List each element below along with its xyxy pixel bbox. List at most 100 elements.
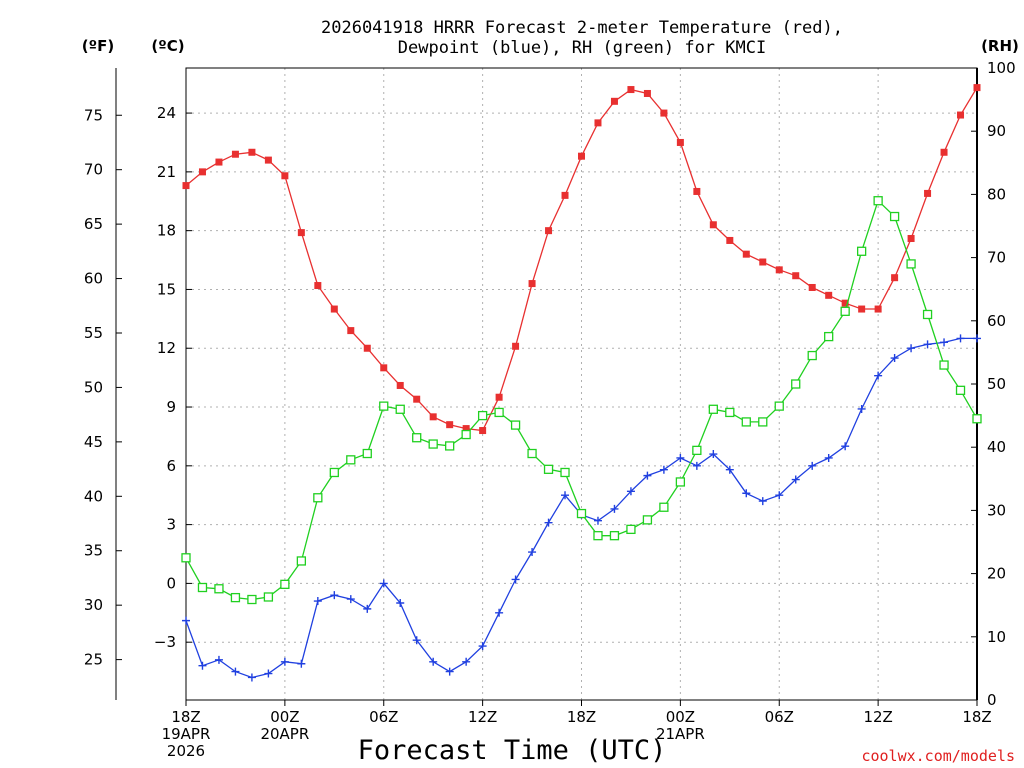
dewpoint-data-point (561, 491, 570, 500)
temperature-data-point (808, 283, 816, 291)
x-tick-label: 12Z (468, 708, 497, 726)
rh-data-point (576, 508, 587, 519)
dewpoint-data-point (478, 642, 487, 651)
temperature-data-point (248, 148, 256, 156)
dewpoint-data-point (610, 504, 619, 513)
temperature-data-point (759, 258, 767, 266)
rh-data-point (922, 309, 933, 320)
rh-data-point (494, 407, 504, 418)
rh-data-point (889, 211, 900, 222)
x-tick-label: 20APR (260, 725, 309, 743)
temperature-data-point (264, 156, 272, 164)
celsius-unit-label: (ºC) (151, 37, 184, 55)
celsius-tick-label: 15 (157, 280, 176, 298)
fahrenheit-tick-label: 25 (84, 651, 103, 669)
rh-data-point (280, 579, 290, 589)
rh-tick-label: 60 (987, 312, 1006, 330)
celsius-tick-label: 0 (166, 574, 176, 592)
x-tick-label: 18Z (962, 708, 991, 726)
temperature-data-point (446, 421, 454, 429)
x-axis-label: Forecast Time (UTC) (358, 735, 667, 766)
temperature-data-point (957, 111, 965, 119)
x-tick-label: 06Z (369, 708, 398, 726)
site-credit: coolwx.com/models (861, 747, 1015, 765)
chart-title-line-1: 2026041918 HRRR Forecast 2-meter Tempera… (321, 18, 843, 38)
dewpoint-data-point (462, 657, 471, 666)
temperature-data-point (347, 327, 355, 335)
celsius-tick-label: 3 (166, 516, 176, 534)
dewpoint-data-point (857, 404, 866, 413)
x-tick-label: 06Z (765, 708, 794, 726)
dewpoint-data-point (445, 667, 454, 676)
fahrenheit-tick-label: 35 (84, 542, 103, 560)
dewpoint-data-point (923, 340, 932, 349)
rh-data-point (906, 259, 916, 269)
rh-tick-label: 0 (987, 691, 997, 709)
x-tick-label: 00Z (666, 708, 695, 726)
rh-data-point (296, 556, 307, 566)
temperature-data-point (610, 97, 618, 105)
fahrenheit-tick-label: 70 (84, 161, 103, 179)
rh-data-point (362, 448, 372, 459)
dewpoint-data-point (907, 344, 916, 353)
rh-data-point (725, 407, 735, 418)
temperature-data-point (709, 221, 717, 229)
fahrenheit-tick-label: 45 (84, 433, 103, 451)
fahrenheit-tick-label: 50 (84, 378, 103, 396)
rh-data-point (873, 196, 883, 206)
rh-tick-label: 70 (987, 249, 1006, 267)
temperature-data-point (281, 172, 289, 180)
dewpoint-data-point (940, 338, 949, 347)
rh-tick-label: 10 (987, 628, 1006, 646)
dewpoint-data-point (775, 491, 784, 500)
temperature-data-point (874, 305, 882, 313)
x-tick-label: 2026 (167, 742, 205, 760)
fahrenheit-unit-label: (ºF) (82, 37, 114, 55)
rh-tick-label: 90 (987, 122, 1006, 140)
temperature-data-point (462, 425, 470, 433)
temperature-data-point (594, 119, 602, 127)
temperature-data-point (726, 236, 734, 244)
dewpoint-data-point (890, 354, 899, 363)
dewpoint-data-point (363, 604, 372, 613)
dewpoint-data-point (247, 673, 256, 682)
dewpoint-data-point (692, 461, 701, 470)
dewpoint-data-point (626, 487, 635, 496)
dewpoint-data-point (280, 657, 289, 666)
temperature-data-point (973, 84, 981, 92)
rh-data-point (214, 584, 224, 594)
temperature-data-point (528, 280, 536, 288)
fahrenheit-tick-label: 65 (84, 215, 103, 233)
temperature-data-point (924, 189, 932, 197)
fahrenheit-tick-label: 30 (84, 596, 103, 614)
rh-data-point (445, 441, 455, 451)
x-tick-label: 12Z (863, 708, 892, 726)
temperature-data-point (693, 187, 701, 195)
rh-tick-label: 100 (987, 59, 1016, 77)
celsius-tick-label: −3 (154, 633, 176, 651)
temperature-data-point (182, 182, 190, 190)
dewpoint-data-point (544, 518, 553, 527)
rh-data-point (758, 417, 768, 427)
dewpoint-data-point (182, 616, 190, 625)
chart-title-line-2: Dewpoint (blue), RH (green) for KMCI (398, 38, 766, 58)
rh-data-point (692, 445, 702, 456)
temperature-data-point (479, 427, 487, 435)
rh-data-point (708, 404, 718, 414)
rh-data-point (675, 477, 686, 487)
temperature-data-point (545, 227, 553, 235)
rh-tick-label: 30 (987, 501, 1006, 519)
temperature-data-point (495, 393, 503, 401)
temperature-data-point (380, 364, 388, 372)
dewpoint-data-point (528, 548, 537, 557)
rh-data-point (741, 417, 751, 427)
temperature-data-point (841, 299, 849, 307)
temperature-data-point (742, 250, 750, 258)
celsius-tick-label: 6 (166, 457, 176, 475)
rh-data-point (346, 455, 356, 465)
temperature-data-point (825, 291, 833, 299)
rh-unit-label: (RH) (981, 37, 1019, 55)
rh-data-point (642, 515, 653, 525)
rh-data-point (955, 385, 966, 395)
rh-data-point (856, 246, 867, 256)
